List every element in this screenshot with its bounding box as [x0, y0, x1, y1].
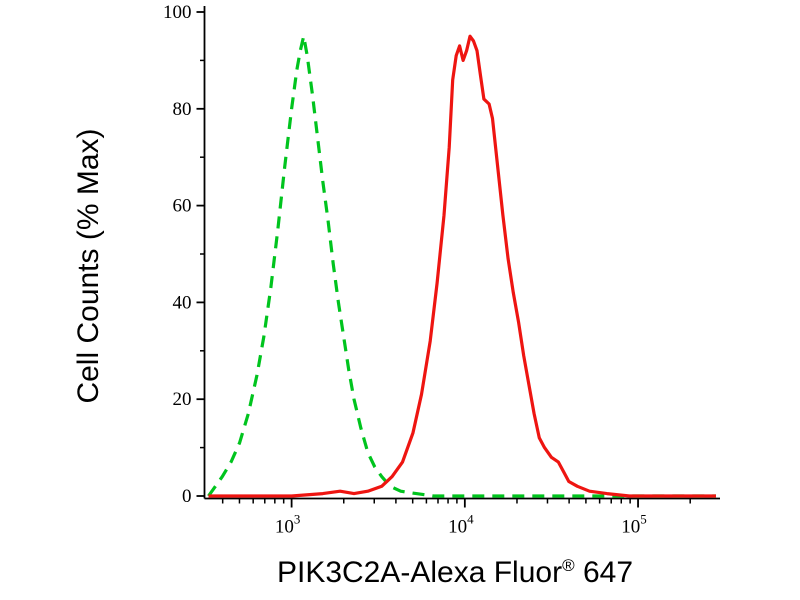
x-axis-label-suffix: 647: [574, 556, 634, 589]
series-line-pik3c2a-stained: [208, 34, 716, 498]
y-tick-label: 0: [182, 486, 192, 507]
y-tick-label: 80: [173, 99, 192, 120]
x-axis-label: PIK3C2A-Alexa Fluor® 647: [150, 556, 760, 596]
x-tick-label: 104: [448, 512, 474, 538]
y-tick-label: 100: [163, 2, 192, 23]
registered-trademark-symbol: ®: [562, 556, 575, 575]
series-line-negative-control: [207, 34, 716, 498]
y-tick-label: 20: [173, 389, 192, 410]
y-tick-label: 60: [173, 196, 192, 217]
y-tick-label: 40: [173, 292, 192, 313]
x-tick-label: 105: [621, 512, 647, 538]
x-axis-label-main: PIK3C2A-Alexa Fluor: [276, 556, 563, 589]
x-tick-label: 103: [275, 512, 301, 538]
